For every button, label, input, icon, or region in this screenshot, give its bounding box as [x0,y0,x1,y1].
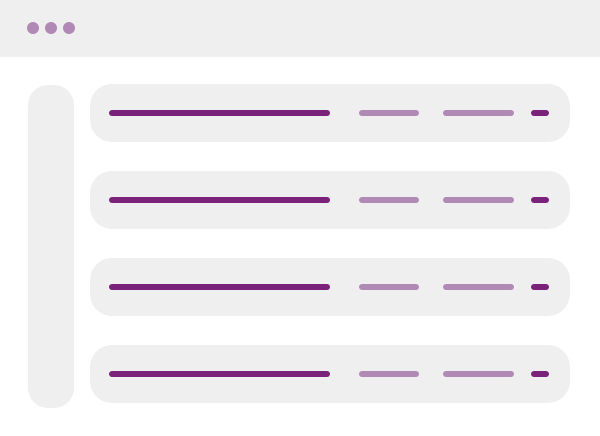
action-line-placeholder [531,371,549,377]
action-line-placeholder [531,284,549,290]
meta-line-placeholder [443,110,514,116]
window-control-dot[interactable] [27,22,39,34]
list-item[interactable] [90,345,570,403]
meta-line-placeholder [359,110,419,116]
meta-line-placeholder [359,371,419,377]
meta-line-placeholder [443,197,514,203]
title-bar [0,0,600,57]
window-control-dot[interactable] [45,22,57,34]
title-line-placeholder [109,197,330,203]
list-item[interactable] [90,171,570,229]
meta-line-placeholder [359,197,419,203]
meta-line-placeholder [443,284,514,290]
action-line-placeholder [531,110,549,116]
title-line-placeholder [109,110,330,116]
meta-line-placeholder [443,371,514,377]
action-line-placeholder [531,197,549,203]
sidebar-placeholder [28,85,74,408]
list-item[interactable] [90,258,570,316]
meta-line-placeholder [359,284,419,290]
list-item[interactable] [90,84,570,142]
title-line-placeholder [109,371,330,377]
window-control-dot[interactable] [63,22,75,34]
title-line-placeholder [109,284,330,290]
